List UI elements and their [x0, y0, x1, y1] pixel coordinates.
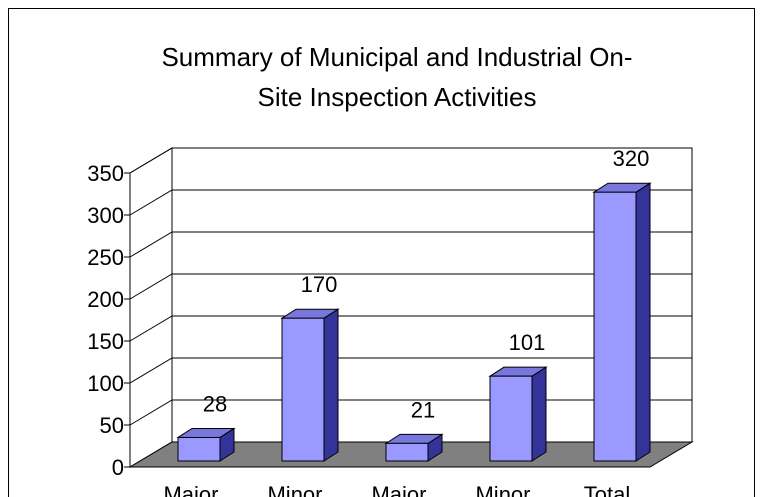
y-tick-label: 100	[87, 371, 124, 396]
x-tick-label: Major	[371, 482, 426, 497]
x-tick-label: Minor	[475, 482, 530, 497]
data-label: 320	[613, 146, 650, 171]
chart-title: Summary of Municipal and Industrial On-	[161, 42, 632, 72]
chart-title: Site Inspection Activities	[258, 82, 537, 112]
data-label: 101	[509, 330, 546, 355]
grid-line	[129, 273, 692, 300]
y-tick-label: 50	[100, 413, 124, 438]
bar-side	[635, 182, 651, 462]
bar	[593, 191, 637, 462]
bar	[385, 442, 429, 462]
bar	[281, 317, 325, 462]
grid-line	[129, 315, 692, 342]
bar	[177, 436, 221, 462]
side-wall	[129, 147, 173, 468]
y-tick-label: 150	[87, 329, 124, 354]
grid-line	[129, 189, 692, 216]
bar-side	[323, 308, 339, 462]
grid-line	[129, 147, 692, 174]
y-tick-label: 250	[87, 245, 124, 270]
x-tick-label: Minor	[267, 482, 322, 497]
x-tick-label: Major	[163, 482, 218, 497]
y-tick-label: 350	[87, 161, 124, 186]
y-tick-label: 300	[87, 203, 124, 228]
y-tick-label: 200	[87, 287, 124, 312]
x-tick-label: Total	[584, 482, 630, 497]
data-label: 28	[203, 391, 227, 416]
data-label: 170	[301, 272, 338, 297]
data-label: 21	[411, 397, 435, 422]
bar-side	[531, 366, 547, 462]
grid-line	[129, 231, 692, 258]
bar	[489, 375, 533, 462]
grid-line	[129, 357, 692, 384]
y-tick-label: 0	[112, 455, 124, 480]
